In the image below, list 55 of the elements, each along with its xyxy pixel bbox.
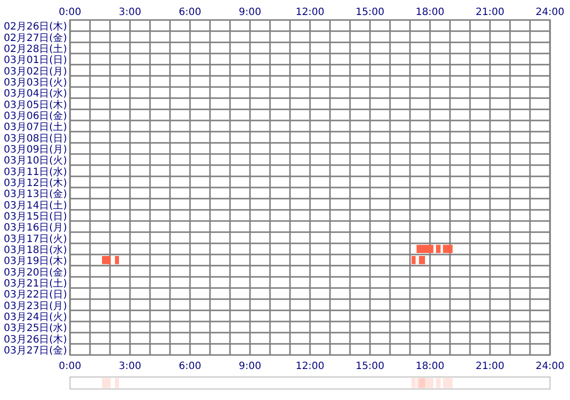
x2-tick-label: 6:00 (178, 361, 202, 372)
y-tick-label: 03月03日(火) (4, 76, 68, 88)
y-tick-label: 03月25日(水) (4, 322, 68, 334)
y-tick-label: 03月02日(月) (4, 66, 68, 78)
y-tick-label: 03月18日(水) (4, 244, 68, 256)
y-tick-label: 03月09日(月) (4, 144, 68, 156)
x2-tick-label: 15:00 (356, 361, 384, 372)
x-tick-label: 9:00 (238, 7, 262, 18)
y-tick-label: 03月17日(火) (4, 232, 68, 245)
y-tick-label: 03月08日(日) (4, 133, 68, 144)
y-tick-label: 03月21日(土) (4, 277, 68, 290)
y-tick-label: 03月10日(火) (4, 154, 68, 167)
y-tick-label: 03月12日(木) (4, 176, 68, 189)
y-tick-label: 03月11日(水) (4, 166, 68, 178)
y-tick-label: 02月26日(木) (4, 20, 68, 33)
x2-tick-label: 12:00 (296, 361, 324, 372)
bar (115, 256, 119, 264)
y-tick-label: 03月06日(金) (4, 110, 68, 122)
x-tick-label: 6:00 (178, 7, 202, 18)
bar (436, 244, 441, 253)
y-tick-label: 03月01日(日) (4, 55, 68, 66)
bar (102, 256, 111, 264)
y-tick-label: 03月15日(日) (4, 211, 68, 222)
y-tick-label: 02月27日(金) (4, 32, 68, 44)
y-tick-label: 03月22日(日) (4, 290, 68, 301)
bar (419, 256, 425, 264)
x-tick-label: 0:00 (58, 7, 82, 18)
y-tick-label: 03月27日(金) (4, 344, 68, 356)
y-tick-label: 03月04日(水) (4, 88, 68, 100)
y-tick-label: 03月20日(金) (4, 266, 68, 278)
x2-tick-label: 3:00 (118, 361, 142, 372)
x2-tick-label: 9:00 (238, 361, 262, 372)
y-tick-label: 03月14日(土) (4, 199, 68, 212)
x-tick-label: 24:00 (536, 7, 564, 18)
x-tick-label: 12:00 (296, 7, 324, 18)
x-tick-label: 21:00 (476, 7, 504, 18)
y-tick-label: 03月07日(土) (4, 121, 68, 134)
y-tick-label: 03月26日(木) (4, 333, 68, 346)
x2-tick-label: 18:00 (416, 361, 444, 372)
y-tick-label: 03月16日(月) (4, 222, 68, 234)
y-tick-label: 03月13日(金) (4, 188, 68, 200)
y-tick-label: 03月05日(木) (4, 98, 68, 111)
y-tick-label: 03月24日(火) (4, 310, 68, 323)
x-tick-label: 15:00 (356, 7, 384, 18)
x2-tick-label: 24:00 (536, 361, 564, 372)
bar (412, 256, 416, 264)
x2-tick-label: 0:00 (58, 361, 82, 372)
y-tick-label: 03月23日(月) (4, 300, 68, 312)
y-tick-label: 03月19日(木) (4, 255, 68, 268)
bar (416, 244, 434, 253)
x-tick-label: 18:00 (416, 7, 444, 18)
x-tick-label: 3:00 (118, 7, 142, 18)
x2-tick-label: 21:00 (476, 361, 504, 372)
y-tick-label: 02月28日(土) (4, 42, 68, 55)
bar (443, 244, 453, 253)
